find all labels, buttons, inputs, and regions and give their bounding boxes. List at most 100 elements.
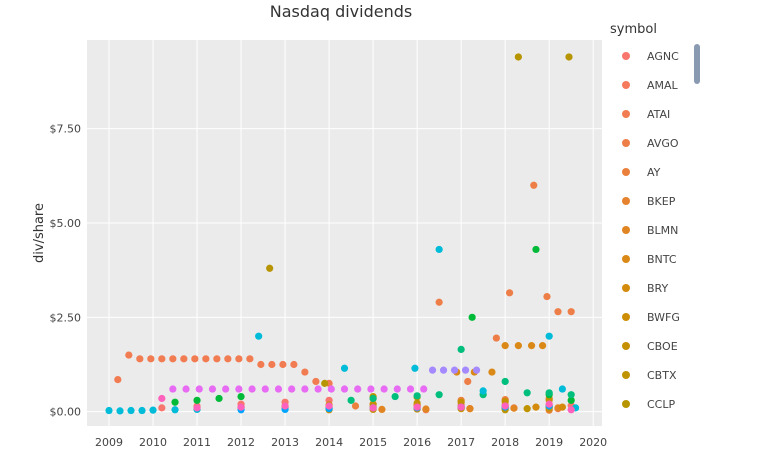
data-point[interactable]	[565, 53, 573, 61]
data-point[interactable]	[567, 396, 575, 404]
data-point[interactable]	[149, 406, 157, 414]
data-point[interactable]	[314, 385, 322, 393]
data-point[interactable]	[138, 406, 146, 415]
data-point[interactable]	[237, 403, 245, 411]
data-point[interactable]	[413, 392, 421, 400]
data-point[interactable]	[312, 377, 320, 386]
legend-item[interactable]: CCLP	[622, 398, 675, 411]
data-point[interactable]	[351, 402, 360, 410]
data-point[interactable]	[301, 385, 309, 393]
legend-item[interactable]: BLMN	[622, 224, 678, 237]
data-point[interactable]	[237, 392, 245, 401]
data-point[interactable]	[558, 403, 566, 411]
data-point[interactable]	[501, 377, 509, 386]
legend-item[interactable]: BWFG	[622, 311, 680, 324]
data-point[interactable]	[215, 394, 223, 403]
data-point[interactable]	[567, 308, 575, 316]
legend-item[interactable]: AY	[622, 166, 661, 179]
legend-item[interactable]: CBTX	[622, 369, 677, 382]
data-point[interactable]	[182, 385, 190, 393]
data-point[interactable]	[116, 407, 124, 415]
data-point[interactable]	[193, 404, 201, 412]
data-point[interactable]	[479, 387, 487, 395]
data-point[interactable]	[281, 402, 289, 410]
data-point[interactable]	[114, 375, 122, 384]
data-point[interactable]	[391, 392, 399, 401]
data-point[interactable]	[255, 332, 263, 340]
data-point[interactable]	[439, 366, 448, 374]
data-point[interactable]	[290, 360, 298, 369]
data-point[interactable]	[527, 342, 536, 350]
data-point[interactable]	[125, 351, 133, 359]
data-point[interactable]	[327, 385, 335, 393]
data-point[interactable]	[523, 389, 531, 397]
data-point[interactable]	[501, 402, 509, 410]
data-point[interactable]	[288, 385, 296, 393]
data-point[interactable]	[213, 355, 221, 363]
data-point[interactable]	[530, 181, 538, 189]
data-point[interactable]	[222, 385, 230, 393]
data-point[interactable]	[567, 406, 575, 414]
data-point[interactable]	[406, 385, 415, 393]
legend-item[interactable]: AVGO	[622, 137, 679, 150]
data-point[interactable]	[191, 355, 199, 363]
data-point[interactable]	[369, 404, 377, 412]
data-point[interactable]	[257, 360, 265, 369]
data-point[interactable]	[274, 385, 283, 393]
data-point[interactable]	[457, 345, 465, 354]
legend[interactable]: symbol AGNC AMAL ATAI AVGO AY BKEP BLMN BNTC BRY…	[610, 22, 680, 411]
data-point[interactable]	[347, 396, 355, 404]
data-point[interactable]	[193, 396, 201, 404]
data-point[interactable]	[532, 245, 540, 254]
data-point[interactable]	[136, 355, 144, 363]
data-point[interactable]	[554, 308, 562, 316]
data-point[interactable]	[340, 385, 349, 393]
data-point[interactable]	[393, 385, 401, 393]
legend-item[interactable]: BNTC	[622, 253, 677, 266]
data-point[interactable]	[246, 355, 254, 363]
data-point[interactable]	[248, 385, 256, 393]
legend-item[interactable]: AGNC	[622, 50, 679, 63]
data-point[interactable]	[545, 400, 553, 408]
data-point[interactable]	[468, 313, 476, 321]
data-point[interactable]	[325, 402, 333, 410]
data-point[interactable]	[461, 366, 470, 374]
data-point[interactable]	[367, 385, 375, 393]
data-point[interactable]	[380, 385, 388, 393]
data-point[interactable]	[180, 355, 188, 363]
data-point[interactable]	[169, 355, 177, 363]
data-point[interactable]	[422, 405, 430, 413]
data-point[interactable]	[369, 394, 377, 403]
data-point[interactable]	[558, 385, 566, 393]
legend-item[interactable]: CBOE	[622, 340, 678, 353]
data-point[interactable]	[435, 391, 443, 399]
legend-item[interactable]: BRY	[622, 282, 668, 295]
data-point[interactable]	[340, 364, 349, 372]
data-point[interactable]	[523, 405, 531, 413]
data-point[interactable]	[510, 404, 518, 412]
data-point[interactable]	[514, 53, 522, 61]
data-point[interactable]	[501, 342, 509, 350]
data-point[interactable]	[158, 394, 166, 403]
data-point[interactable]	[279, 360, 287, 369]
data-point[interactable]	[354, 385, 362, 393]
data-point[interactable]	[235, 385, 243, 393]
data-point[interactable]	[514, 342, 522, 350]
data-point[interactable]	[127, 406, 135, 415]
data-point[interactable]	[545, 332, 553, 340]
data-point[interactable]	[202, 355, 210, 363]
data-point[interactable]	[378, 405, 386, 413]
data-point[interactable]	[171, 398, 179, 406]
data-point[interactable]	[208, 385, 217, 393]
data-point[interactable]	[545, 389, 553, 397]
data-point[interactable]	[158, 355, 166, 363]
data-point[interactable]	[301, 368, 309, 376]
data-point[interactable]	[457, 403, 465, 411]
legend-scrollbar[interactable]	[694, 44, 700, 84]
data-point[interactable]	[420, 385, 428, 393]
data-point[interactable]	[567, 391, 575, 399]
data-point[interactable]	[169, 385, 177, 393]
legend-item[interactable]: AMAL	[622, 79, 679, 92]
data-point[interactable]	[538, 342, 547, 350]
legend-item[interactable]: ATAI	[622, 108, 670, 121]
